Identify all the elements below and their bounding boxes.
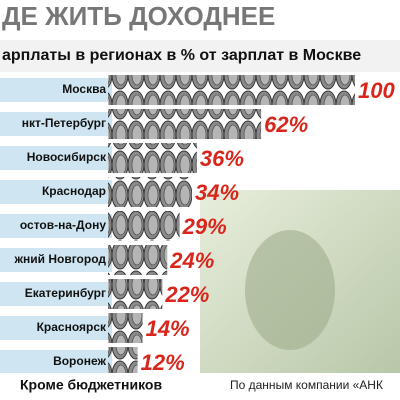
category-label: Москва — [62, 82, 106, 96]
category-box — [0, 78, 112, 102]
category-box — [0, 146, 112, 170]
subtitle-band — [0, 40, 400, 72]
bar — [108, 347, 138, 377]
source: По данным компании «АНК — [230, 378, 383, 392]
chart-title: ДЕ ЖИТЬ ДОХОДНЕЕ — [2, 1, 275, 31]
value-label: 14% — [146, 316, 190, 341]
footer-band — [0, 373, 400, 400]
category-label: жний Новгород — [13, 252, 106, 266]
value-label: 29% — [182, 214, 227, 239]
category-label: остов-на-Дону — [20, 218, 106, 232]
category-label: Екатеринбург — [25, 286, 106, 300]
bar — [108, 245, 168, 275]
value-label: 34% — [195, 180, 239, 205]
value-label: 24% — [169, 248, 214, 273]
bar — [108, 143, 197, 173]
category-box — [0, 180, 112, 204]
category-label: Красноярск — [37, 320, 107, 334]
bar — [108, 75, 355, 105]
category-label: Новосибирск — [27, 150, 107, 164]
category-label: Краснодар — [42, 184, 106, 198]
category-label: Воронеж — [53, 354, 106, 368]
category-box — [0, 248, 112, 272]
bar — [108, 177, 192, 207]
bar — [108, 279, 163, 309]
category-box — [0, 316, 112, 340]
bar — [108, 313, 143, 343]
portrait — [245, 230, 335, 350]
category-box — [0, 282, 112, 306]
note: Кроме бюджетников — [20, 377, 162, 393]
value-label: 12% — [141, 350, 185, 375]
value-label: 36% — [200, 146, 244, 171]
subtitle: арплаты в регионах в % от зарплат в Моск… — [2, 47, 361, 64]
bar — [108, 109, 262, 139]
value-label: 22% — [164, 282, 209, 307]
bar — [108, 211, 180, 241]
category-box — [0, 214, 112, 238]
value-label: 100 — [358, 78, 395, 103]
category-box — [0, 112, 112, 136]
value-label: 62% — [264, 112, 308, 137]
category-box — [0, 350, 112, 374]
category-label: нкт-Петербург — [22, 116, 106, 130]
